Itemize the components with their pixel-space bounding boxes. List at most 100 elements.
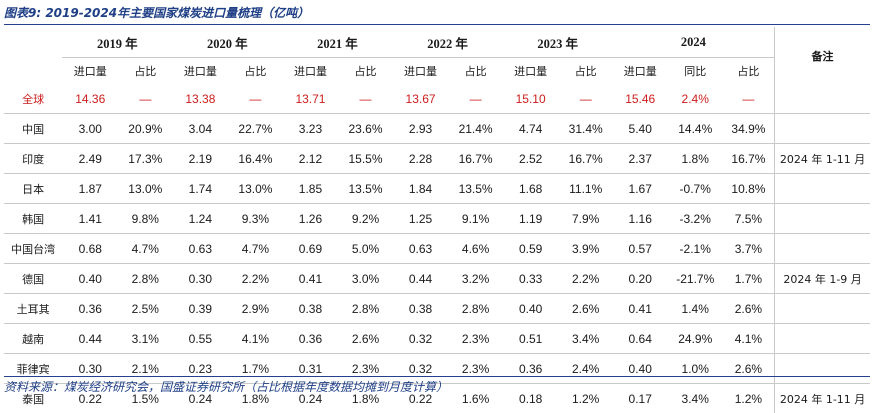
- value-cell: 3.9%: [559, 234, 613, 264]
- value-cell: 0.68: [62, 234, 118, 264]
- value-cell: 1.8%: [668, 144, 723, 174]
- value-cell: 9.8%: [118, 204, 172, 234]
- value-cell: 2.19: [172, 144, 228, 174]
- value-cell: 9.2%: [339, 204, 393, 234]
- sub-header-import: 进口量: [393, 58, 449, 85]
- value-cell: 2.8%: [118, 264, 172, 294]
- value-cell: 23.6%: [339, 114, 393, 144]
- value-cell: 1.26: [282, 204, 338, 234]
- value-cell: 16.7%: [449, 144, 503, 174]
- value-cell: -0.7%: [668, 174, 723, 204]
- value-cell: 3.4%: [559, 324, 613, 354]
- source-note: 资料来源：煤炭经济研究会，国盛证券研究所（占比根据年度数据均摊到月度计算）: [4, 378, 448, 395]
- sub-header-share: 占比: [339, 58, 393, 85]
- value-cell: 3.4%: [668, 384, 723, 413]
- year-header-row: 2019 年 2020 年 2021 年 2022 年 2023 年 2024 …: [4, 27, 870, 58]
- value-cell: 1.7%: [723, 264, 775, 294]
- value-cell: 0.69: [282, 234, 338, 264]
- value-cell: 0.39: [172, 294, 228, 324]
- value-cell: 15.10: [503, 84, 559, 114]
- value-cell: 17.3%: [118, 144, 172, 174]
- remark-cell: [775, 354, 870, 384]
- value-cell: 2.6%: [723, 294, 775, 324]
- value-cell: 15.46: [613, 84, 668, 114]
- value-cell: -3.2%: [668, 204, 723, 234]
- value-cell: 2.3%: [449, 324, 503, 354]
- value-cell: 3.0%: [339, 264, 393, 294]
- value-cell: 1.0%: [668, 354, 723, 384]
- sub-header-import: 进口量: [613, 58, 668, 85]
- remark-cell: 2024 年 1-11 月: [775, 144, 870, 174]
- value-cell: 16.7%: [723, 144, 775, 174]
- value-cell: -2.1%: [668, 234, 723, 264]
- value-cell: 4.74: [503, 114, 559, 144]
- country-name: 全球: [4, 84, 62, 114]
- value-cell: 4.1%: [723, 324, 775, 354]
- value-cell: 2.52: [503, 144, 559, 174]
- corner-cell: [4, 27, 62, 58]
- value-cell: 2.2%: [228, 264, 282, 294]
- remark-cell: [775, 174, 870, 204]
- remark-cell: [775, 324, 870, 354]
- value-cell: 15.5%: [339, 144, 393, 174]
- value-cell: 0.57: [613, 234, 668, 264]
- value-cell: 9.1%: [449, 204, 503, 234]
- value-cell: 2.12: [282, 144, 338, 174]
- value-cell: 1.68: [503, 174, 559, 204]
- value-cell: 11.1%: [559, 174, 613, 204]
- remark-header: 备注: [775, 27, 870, 84]
- value-cell: 13.5%: [449, 174, 503, 204]
- value-cell: 0.63: [393, 234, 449, 264]
- sub-header-import: 进口量: [503, 58, 559, 85]
- value-cell: 10.8%: [723, 174, 775, 204]
- value-cell: 0.18: [503, 384, 559, 413]
- country-name: 日本: [4, 174, 62, 204]
- value-cell: 5.40: [613, 114, 668, 144]
- year-2023-header: 2023 年: [503, 27, 613, 58]
- title-divider: [4, 24, 870, 25]
- value-cell: 3.23: [282, 114, 338, 144]
- year-2021-header: 2021 年: [282, 27, 392, 58]
- value-cell: 0.33: [503, 264, 559, 294]
- value-cell: 0.40: [613, 354, 668, 384]
- sub-header-share: 占比: [449, 58, 503, 85]
- value-cell: 2.6%: [559, 294, 613, 324]
- value-cell: 3.2%: [449, 264, 503, 294]
- value-cell: 7.5%: [723, 204, 775, 234]
- sub-header-share: 占比: [559, 58, 613, 85]
- country-name: 中国: [4, 114, 62, 144]
- value-cell: 2.9%: [228, 294, 282, 324]
- value-cell: 1.85: [282, 174, 338, 204]
- value-cell: 2.37: [613, 144, 668, 174]
- sub-header-yoy: 同比: [668, 58, 723, 85]
- remark-cell: [775, 294, 870, 324]
- value-cell: 0.63: [172, 234, 228, 264]
- corner-cell-sub: [4, 58, 62, 85]
- value-cell: 13.38: [172, 84, 228, 114]
- sub-header-share: 占比: [118, 58, 172, 85]
- value-cell: 2.49: [62, 144, 118, 174]
- year-2022-header: 2022 年: [393, 27, 503, 58]
- value-cell: 1.4%: [668, 294, 723, 324]
- value-cell: 0.59: [503, 234, 559, 264]
- remark-cell: [775, 204, 870, 234]
- value-cell: 24.9%: [668, 324, 723, 354]
- bottom-divider: [4, 376, 870, 377]
- value-cell: 0.44: [393, 264, 449, 294]
- year-2019-header: 2019 年: [62, 27, 172, 58]
- value-cell: 0.41: [613, 294, 668, 324]
- value-cell: 3.7%: [723, 234, 775, 264]
- value-cell: 1.41: [62, 204, 118, 234]
- value-cell: 1.25: [393, 204, 449, 234]
- sub-header-share: 占比: [228, 58, 282, 85]
- value-cell: —: [449, 84, 503, 114]
- value-cell: 13.0%: [118, 174, 172, 204]
- value-cell: 2.3%: [449, 354, 503, 384]
- value-cell: 1.6%: [449, 384, 503, 413]
- value-cell: 1.84: [393, 174, 449, 204]
